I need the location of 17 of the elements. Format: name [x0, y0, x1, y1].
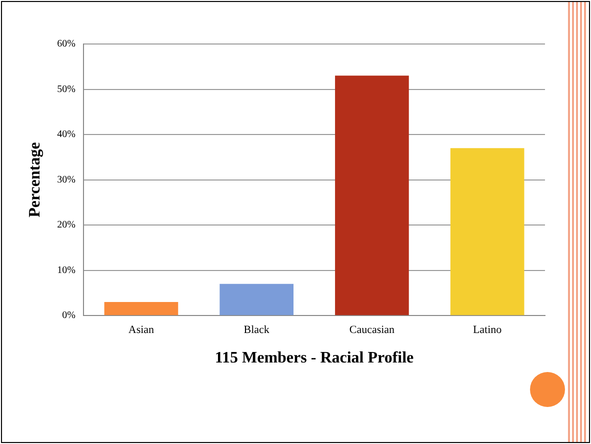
- x-axis-title: 115 Members - Racial Profile: [214, 350, 414, 367]
- bar: [220, 284, 294, 316]
- x-tick-label: Black: [244, 324, 270, 336]
- y-tick-label: 0%: [62, 310, 76, 322]
- y-axis-title: Percentage: [26, 142, 44, 218]
- x-tick-label: Asian: [128, 324, 155, 336]
- y-tick-label: 40%: [57, 129, 76, 140]
- bar: [450, 148, 524, 316]
- y-tick-label: 10%: [57, 264, 76, 276]
- bar: [335, 76, 409, 316]
- x-tick-label: Caucasian: [349, 324, 396, 336]
- y-tick-label: 20%: [57, 220, 76, 231]
- x-tick-label: Latino: [472, 324, 502, 336]
- y-tick-label: 50%: [57, 84, 76, 95]
- bar: [104, 302, 178, 316]
- y-tick-label: 30%: [57, 174, 76, 186]
- y-tick-label: 60%: [57, 38, 76, 50]
